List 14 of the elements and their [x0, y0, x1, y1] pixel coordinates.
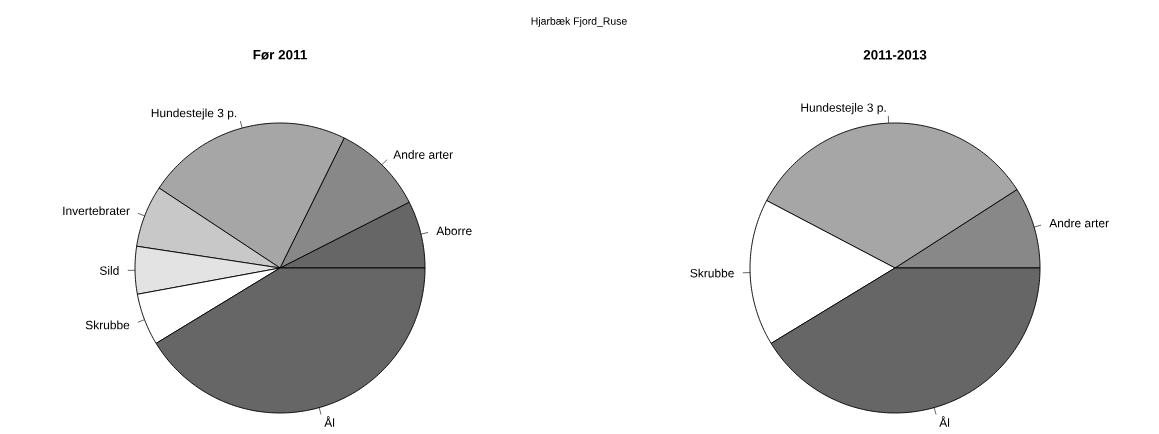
slice-label: Andre arter — [1049, 218, 1109, 228]
chart-title: Før 2011 — [253, 49, 307, 60]
slice-label: Sild — [99, 266, 119, 275]
text: Hjarbæk Fjord_Ruse — [531, 17, 627, 27]
slice-label: Ål — [324, 416, 335, 427]
slice-label: Hundestejle 3 p. — [801, 103, 886, 115]
slice-label: Invertebrater — [63, 206, 130, 216]
slice-label: Andre arter — [393, 150, 453, 159]
slice-label: Ål — [939, 416, 950, 427]
slice-label: Aborre — [436, 226, 472, 236]
chart-title: 2011-2013 — [863, 50, 927, 60]
slice-label: Skrubbe — [690, 268, 734, 278]
slice-label: Hundestejle 3 p. — [151, 108, 237, 120]
slice-label: Skrubbe — [85, 320, 130, 330]
